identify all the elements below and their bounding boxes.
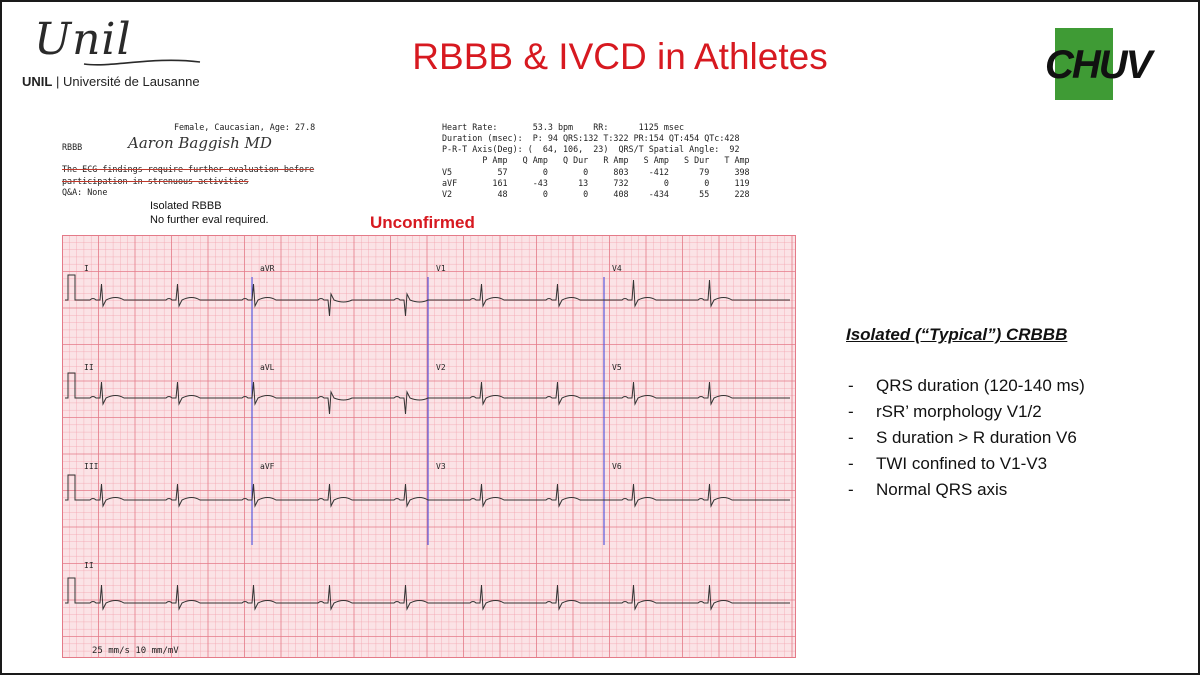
notes-heading: Isolated (“Typical”) CRBBB	[846, 325, 1068, 344]
ecg-trace	[65, 372, 790, 415]
amplitude-row-v2: V2 48 0 0 408 -434 55 228	[442, 189, 750, 199]
lead-label: V6	[612, 462, 622, 471]
unil-full-name: Université de Lausanne	[62, 74, 200, 89]
chuv-logo-text: CHUV	[1045, 43, 1156, 87]
notes-panel: Isolated (“Typical”) CRBBB - QRS duration…	[846, 325, 1176, 503]
lead-label: II	[84, 561, 94, 570]
qa-line: Q&A: None	[62, 187, 108, 197]
struck-note-line1: The ECG findings require further evaluat…	[62, 164, 315, 174]
ecg-trace	[65, 474, 790, 508]
list-item: - Normal QRS axis	[848, 480, 1008, 499]
ecg-traces	[65, 274, 790, 611]
chuv-logo: CHUV	[1045, 28, 1158, 100]
handwritten-note-1: Isolated RBBB	[150, 200, 222, 212]
unil-swash-icon	[83, 59, 201, 66]
unil-abbr: UNIL	[22, 74, 53, 89]
note-text: rSR’ morphology V1/2	[876, 402, 1042, 421]
list-item: -S duration > R duration V6	[848, 428, 1077, 447]
ecg-trace	[65, 577, 790, 611]
lead-label: II	[84, 363, 94, 372]
amplitude-row-avf: aVF 161 -43 13 732 0 0 119	[442, 178, 750, 188]
duration-line: Duration (msec): P: 94 QRS:132 T:322 PR:…	[442, 133, 740, 143]
note-text: TWI confined to V1-V3	[876, 454, 1048, 473]
lead-label: V1	[436, 264, 446, 273]
physician-signature: Aaron Baggish MD	[128, 134, 272, 152]
ecg-report-header: Female, Caucasian, Age: 27.8 RBBB Aaron …	[62, 112, 802, 232]
ecg-trace	[65, 274, 790, 317]
handwritten-note-2: No further eval required.	[150, 214, 269, 226]
amplitude-row-v5: V5 57 0 0 803 -412 79 398	[442, 167, 750, 177]
unil-logo: Unil UNIL | Université de Lausanne	[22, 14, 242, 94]
note-text: S duration > R duration V6	[876, 428, 1077, 447]
paper-speed-label: 25 mm/s 10 mm/mV	[92, 646, 179, 656]
list-item: - rSR’ morphology V1/2	[848, 402, 1042, 421]
heart-rate-line: Heart Rate: 53.3 bpm RR: 1125 msec	[442, 122, 685, 132]
lead-label: V2	[436, 363, 446, 372]
notes-list: - QRS duration (120-140 ms) - rSR’ morphol…	[846, 373, 1176, 503]
diagnosis-code: RBBB	[62, 142, 83, 152]
slide-title: RBBB & IVCD in Athletes	[412, 36, 828, 77]
lead-label: aVR	[260, 264, 275, 273]
lead-label: aVF	[260, 462, 275, 471]
list-item: - QRS duration (120-140 ms)	[848, 376, 1085, 395]
note-text: QRS duration (120-140 ms)	[876, 376, 1085, 395]
unil-separator: |	[55, 74, 60, 89]
unconfirmed-label: Unconfirmed	[370, 213, 475, 232]
lead-label: I	[84, 264, 89, 273]
lead-label: V5	[612, 363, 622, 372]
lead-label: V4	[612, 264, 622, 273]
lead-label: III	[84, 462, 99, 471]
lead-label: V3	[436, 462, 446, 471]
patient-info: Female, Caucasian, Age: 27.8	[174, 122, 316, 132]
unil-name: UNIL | Université de Lausanne	[22, 74, 200, 89]
ecg-grid-major	[62, 235, 796, 658]
ecg-grid-minor	[62, 235, 796, 658]
note-text: Normal QRS axis	[876, 480, 1008, 499]
axis-line: P-R-T Axis(Deg): ( 64, 106, 23) QRS/T Sp…	[442, 144, 740, 154]
lead-label: aVL	[260, 363, 275, 372]
struck-note-line2: participation in strenuous activities	[62, 176, 249, 186]
list-item: - TWI confined to V1-V3	[848, 454, 1048, 473]
unil-script-wordmark: Unil	[34, 14, 132, 65]
amplitude-table-header: P Amp Q Amp Q Dur R Amp S Amp S Dur T Am…	[442, 155, 750, 165]
